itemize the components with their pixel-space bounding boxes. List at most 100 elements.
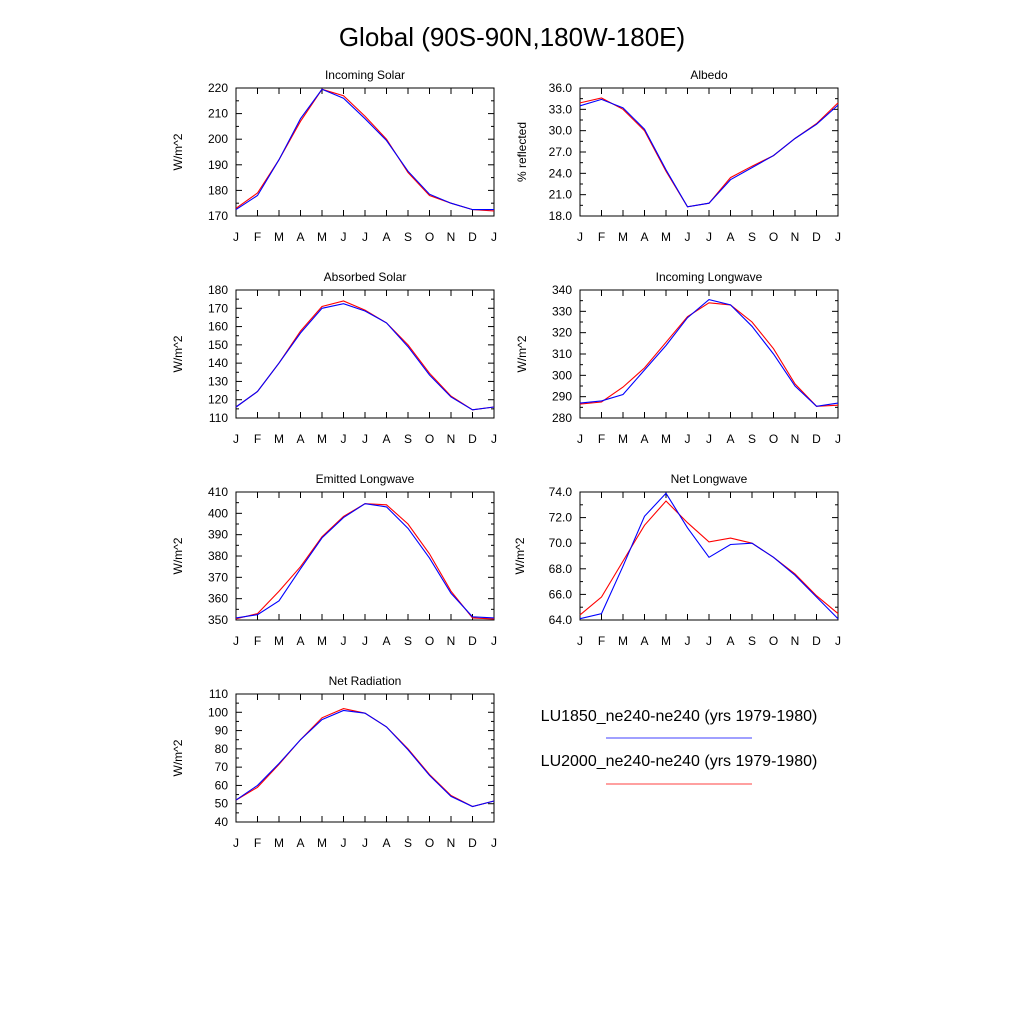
x-tick-label: S [404,230,412,244]
y-axis-label: W/m^2 [515,335,529,372]
x-tick-label: D [812,634,821,648]
panel-title: Incoming Longwave [656,270,763,284]
y-tick-label: 150 [208,338,228,352]
x-tick-label: N [447,634,456,648]
legend: LU1850_ne240-ne240 (yrs 1979-1980) LU200… [541,708,817,785]
y-axis-label: W/m^2 [171,133,185,170]
series-line-lu1850 [579,492,839,620]
x-tick-label: J [835,432,841,446]
x-tick-label: J [685,432,691,446]
x-tick-label: O [769,432,778,446]
panel-title: Net Radiation [329,674,402,688]
y-tick-label: 60 [215,778,229,792]
y-tick-label: 140 [208,356,228,370]
x-tick-label: D [468,634,477,648]
x-tick-label: J [577,432,583,446]
plot-frame [235,87,495,217]
x-tick-label: S [748,230,756,244]
x-tick-label: O [425,432,434,446]
y-tick-label: 70 [215,760,229,774]
x-tick-label: J [341,836,347,850]
series-line-lu1850 [235,303,495,411]
y-tick-label: 74.0 [549,485,573,499]
x-tick-label: J [577,634,583,648]
y-tick-label: 68.0 [549,562,573,576]
x-tick-label: F [254,432,261,446]
x-tick-label: O [769,634,778,648]
x-tick-label: S [748,634,756,648]
x-tick-label: J [233,230,239,244]
x-tick-label: J [706,230,712,244]
x-tick-label: F [254,230,261,244]
y-tick-label: 36.0 [549,81,573,95]
y-tick-label: 160 [208,320,228,334]
x-tick-label: A [640,432,648,446]
series-line-lu1850 [235,503,495,619]
y-tick-label: 360 [208,592,228,606]
x-tick-label: A [296,432,304,446]
x-tick-label: J [577,230,583,244]
x-tick-label: J [491,230,497,244]
y-tick-label: 370 [208,570,228,584]
x-tick-label: M [618,634,628,648]
x-tick-label: S [748,432,756,446]
y-tick-label: 210 [208,107,228,121]
y-tick-label: 170 [208,301,228,315]
y-axis-label: W/m^2 [513,537,527,574]
y-tick-label: 220 [208,81,228,95]
x-tick-label: N [791,634,800,648]
series-line-lu2000 [579,97,839,208]
x-tick-label: A [726,432,734,446]
x-tick-label: M [618,432,628,446]
x-tick-label: F [598,432,605,446]
x-tick-label: A [382,230,390,244]
x-tick-label: M [618,230,628,244]
panel-title: Emitted Longwave [316,472,415,486]
x-tick-label: D [468,836,477,850]
x-tick-label: J [685,230,691,244]
y-tick-label: 50 [215,797,229,811]
x-tick-label: M [317,836,327,850]
panel-title: Absorbed Solar [324,270,407,284]
y-tick-label: 330 [552,304,572,318]
y-tick-label: 180 [208,183,228,197]
y-tick-label: 66.0 [549,587,573,601]
series-line-lu1850 [579,98,839,208]
y-tick-label: 110 [209,411,228,425]
y-tick-label: 340 [552,283,572,297]
x-tick-label: S [404,634,412,648]
y-tick-label: 200 [208,132,228,146]
y-tick-label: 70.0 [549,536,573,550]
x-tick-label: A [382,836,390,850]
x-tick-label: F [254,634,261,648]
x-tick-label: S [404,432,412,446]
plot-frame [579,289,839,419]
panel-title: Albedo [690,68,728,82]
x-tick-label: N [791,432,800,446]
y-tick-label: 130 [208,374,228,388]
y-tick-label: 120 [208,393,228,407]
y-tick-label: 100 [208,705,228,719]
figure-title: Global (90S-90N,180W-180E) [339,22,685,52]
x-tick-label: M [274,230,284,244]
y-tick-label: 290 [552,390,572,404]
x-tick-label: J [341,432,347,446]
x-tick-label: J [341,230,347,244]
x-tick-label: O [425,230,434,244]
x-tick-label: S [404,836,412,850]
y-tick-label: 21.0 [549,188,573,202]
series-line-lu1850 [235,88,494,211]
y-axis-label: W/m^2 [171,739,185,776]
y-tick-label: 350 [208,613,228,627]
y-tick-label: 72.0 [549,511,573,525]
y-tick-label: 300 [552,368,572,382]
x-tick-label: A [382,432,390,446]
y-tick-label: 90 [215,724,229,738]
x-tick-label: N [447,230,456,244]
x-tick-label: M [274,836,284,850]
x-tick-label: A [296,634,304,648]
x-tick-label: J [233,634,239,648]
